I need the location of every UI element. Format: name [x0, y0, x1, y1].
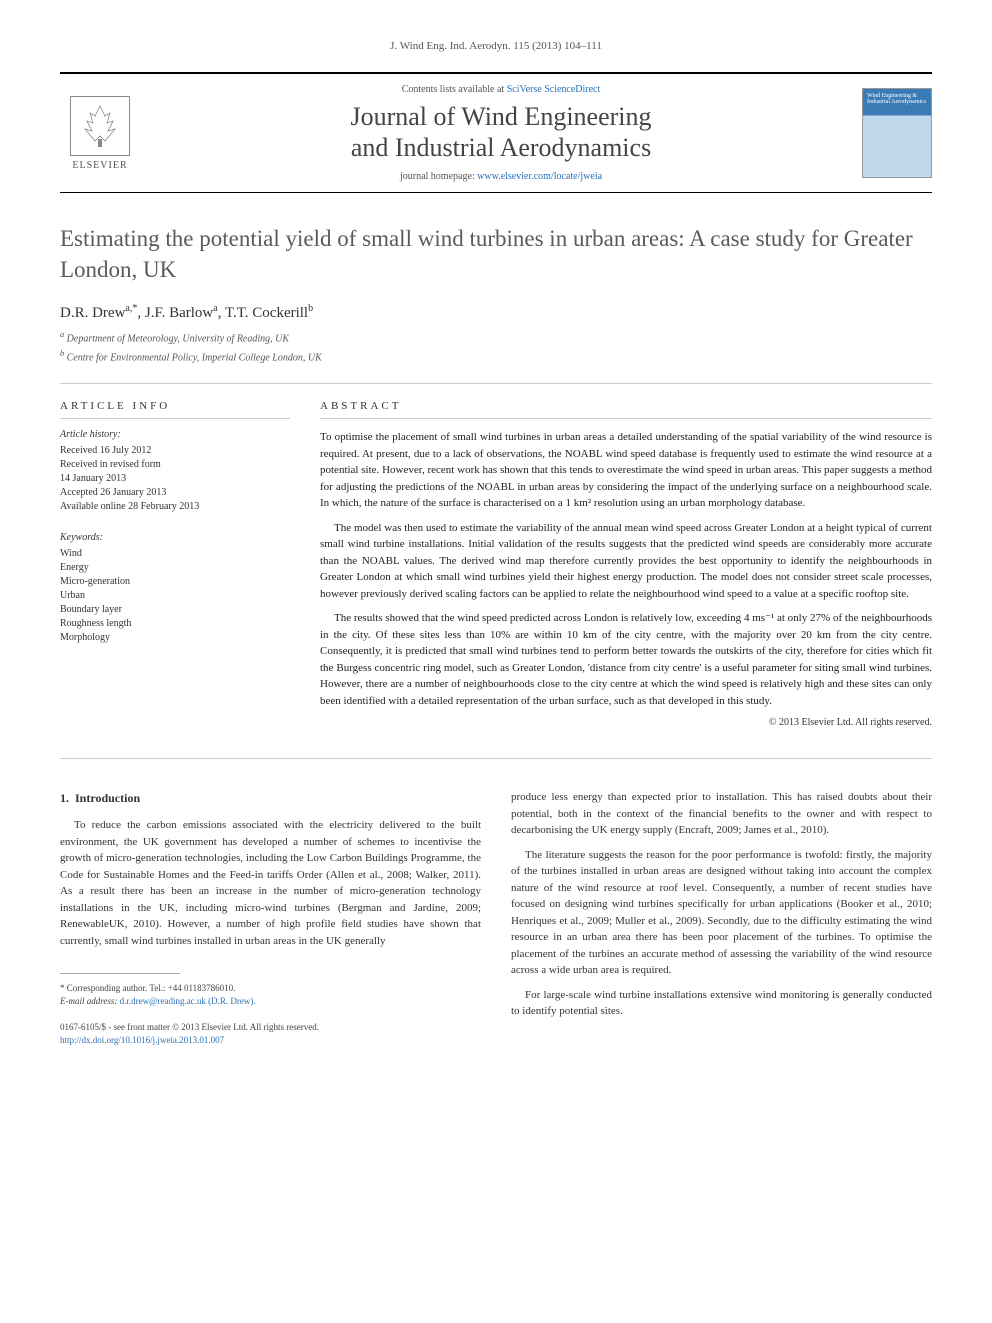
footnote-email-line: E-mail address: d.r.drew@reading.ac.uk (… [60, 995, 481, 1008]
history-line: Available online 28 February 2013 [60, 500, 290, 514]
body-paragraph: produce less energy than expected prior … [511, 789, 932, 839]
article-info-heading: ARTICLE INFO [60, 400, 290, 419]
author-3: T.T. Cockerillb [225, 305, 313, 321]
article-history-label: Article history: [60, 429, 290, 440]
section-divider [60, 758, 932, 759]
keyword: Wind [60, 547, 290, 561]
abstract-para: The results showed that the wind speed p… [320, 610, 932, 709]
journal-name-line1: Journal of Wind Engineering [350, 102, 651, 131]
history-line: Received 16 July 2012 [60, 444, 290, 458]
doi-line: http://dx.doi.org/10.1016/j.jweia.2013.0… [60, 1034, 481, 1047]
keywords-block: Keywords: Wind Energy Micro-generation U… [60, 532, 290, 645]
keyword: Roughness length [60, 617, 290, 631]
issn-copyright-line: 0167-6105/$ - see front matter © 2013 El… [60, 1021, 481, 1034]
author-1: D.R. Drewa,* [60, 305, 137, 321]
history-line: Received in revised form [60, 458, 290, 472]
journal-cover-thumbnail: Wind Engineering & Industrial Aerodynami… [862, 88, 932, 178]
bottom-metadata: 0167-6105/$ - see front matter © 2013 El… [60, 1021, 481, 1046]
elsevier-logo: ELSEVIER [60, 88, 140, 178]
affiliation-b: b Centre for Environmental Policy, Imper… [60, 349, 932, 363]
author-2: J.F. Barlowa [145, 305, 218, 321]
elsevier-label: ELSEVIER [72, 160, 127, 171]
body-right-column: produce less energy than expected prior … [511, 789, 932, 1046]
journal-name-line2: and Industrial Aerodynamics [351, 133, 651, 162]
article-history-text: Received 16 July 2012 Received in revise… [60, 444, 290, 514]
abstract-copyright: © 2013 Elsevier Ltd. All rights reserved… [320, 717, 932, 728]
body-paragraph: For large-scale wind turbine installatio… [511, 987, 932, 1020]
section-divider [60, 383, 932, 384]
body-two-column: 1. Introduction To reduce the carbon emi… [60, 789, 932, 1046]
body-left-column: 1. Introduction To reduce the carbon emi… [60, 789, 481, 1046]
abstract-heading: ABSTRACT [320, 400, 932, 419]
contents-text: Contents lists available at [402, 84, 507, 95]
article-info-block: ARTICLE INFO Article history: Received 1… [60, 400, 290, 728]
contents-available-line: Contents lists available at SciVerse Sci… [140, 84, 862, 95]
corresponding-author-footnote: * Corresponding author. Tel.: +44 011837… [60, 982, 481, 1007]
keyword: Boundary layer [60, 603, 290, 617]
homepage-link[interactable]: www.elsevier.com/locate/jweia [477, 171, 602, 182]
keyword: Micro-generation [60, 575, 290, 589]
cover-text: Wind Engineering & Industrial Aerodynami… [867, 93, 927, 105]
sciencedirect-link[interactable]: SciVerse ScienceDirect [507, 84, 601, 95]
elsevier-tree-icon [70, 96, 130, 156]
doi-link[interactable]: http://dx.doi.org/10.1016/j.jweia.2013.0… [60, 1035, 224, 1045]
section-heading-introduction: 1. Introduction [60, 789, 481, 807]
footnote-divider [60, 973, 180, 974]
abstract-para: To optimise the placement of small wind … [320, 429, 932, 512]
article-title: Estimating the potential yield of small … [60, 223, 932, 285]
journal-homepage-line: journal homepage: www.elsevier.com/locat… [140, 171, 862, 182]
footnote-line: * Corresponding author. Tel.: +44 011837… [60, 982, 481, 995]
authors-line: D.R. Drewa,*, J.F. Barlowa, T.T. Cockeri… [60, 303, 932, 322]
abstract-para: The model was then used to estimate the … [320, 520, 932, 603]
history-line: 14 January 2013 [60, 472, 290, 486]
keywords-list: Wind Energy Micro-generation Urban Bound… [60, 547, 290, 645]
keyword: Morphology [60, 631, 290, 645]
body-paragraph: The literature suggests the reason for t… [511, 847, 932, 979]
abstract-text: To optimise the placement of small wind … [320, 429, 932, 709]
affiliation-a: a Department of Meteorology, University … [60, 330, 932, 344]
journal-name: Journal of Wind Engineering and Industri… [140, 101, 862, 163]
running-header: J. Wind Eng. Ind. Aerodyn. 115 (2013) 10… [60, 40, 932, 52]
body-paragraph: To reduce the carbon emissions associate… [60, 817, 481, 949]
keyword: Energy [60, 561, 290, 575]
journal-center-block: Contents lists available at SciVerse Sci… [140, 84, 862, 182]
journal-banner: ELSEVIER Contents lists available at Sci… [60, 72, 932, 193]
homepage-text: journal homepage: [400, 171, 477, 182]
keyword: Urban [60, 589, 290, 603]
history-line: Accepted 26 January 2013 [60, 486, 290, 500]
email-link[interactable]: d.r.drew@reading.ac.uk (D.R. Drew). [120, 996, 256, 1006]
abstract-block: ABSTRACT To optimise the placement of sm… [320, 400, 932, 728]
info-abstract-row: ARTICLE INFO Article history: Received 1… [60, 400, 932, 728]
keywords-label: Keywords: [60, 532, 290, 543]
